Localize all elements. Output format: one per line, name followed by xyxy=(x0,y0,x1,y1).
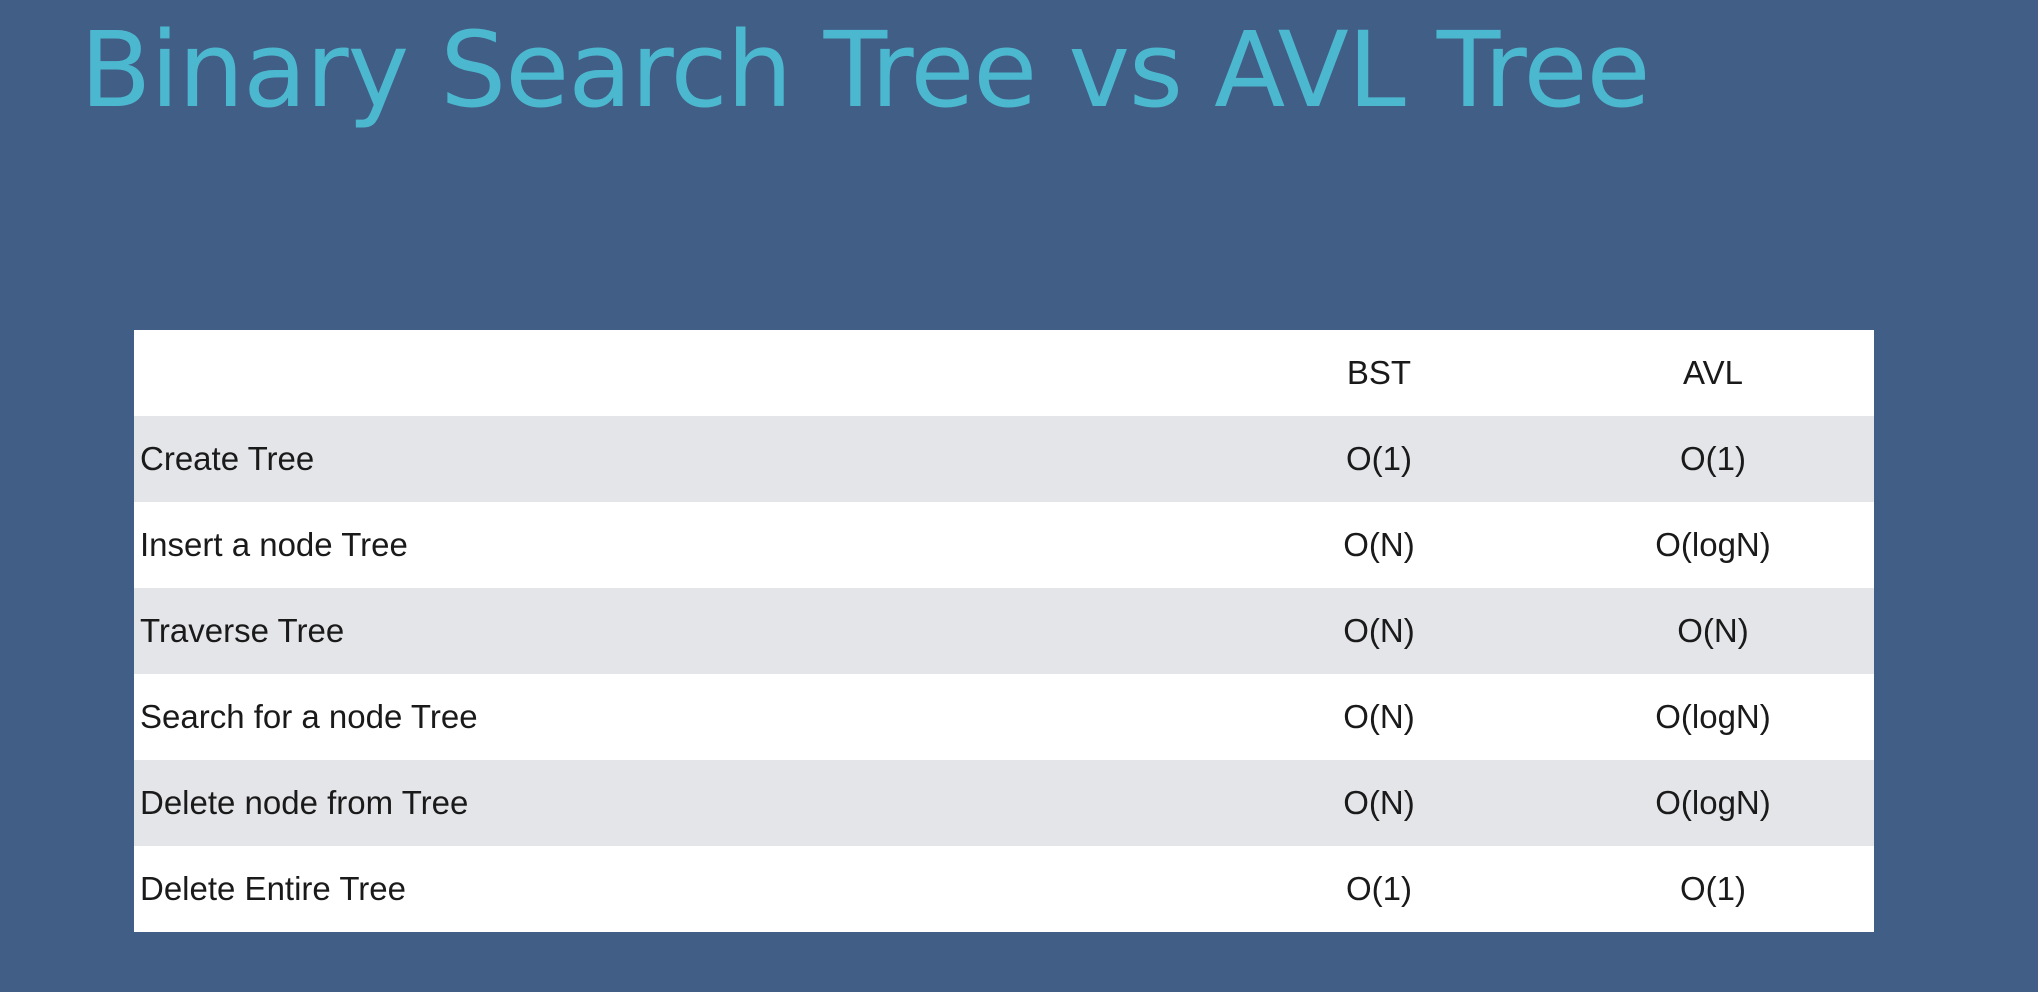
header-bst: BST xyxy=(1006,330,1552,416)
bst-value: O(N) xyxy=(1343,526,1415,563)
bst-cell: O(N) xyxy=(1006,760,1552,846)
header-bst-label: BST xyxy=(1346,354,1412,391)
bst-cell: O(1) xyxy=(1006,846,1552,932)
complexity-table-grid: BST AVL Create Tree O(1) O(1) Insert a n… xyxy=(134,330,1874,932)
bst-cell: O(N) xyxy=(1006,588,1552,674)
avl-cell: O(1) xyxy=(1552,416,1874,502)
avl-cell: O(logN) xyxy=(1552,760,1874,846)
avl-cell: O(logN) xyxy=(1552,674,1874,760)
avl-value: O(logN) xyxy=(1655,698,1771,735)
avl-value: O(1) xyxy=(1680,440,1746,477)
table-row: Create Tree O(1) O(1) xyxy=(134,416,1874,502)
avl-value: O(N) xyxy=(1677,612,1749,649)
avl-cell: O(1) xyxy=(1552,846,1874,932)
avl-value: O(logN) xyxy=(1655,784,1771,821)
avl-value: O(logN) xyxy=(1655,526,1771,563)
operation-cell: Delete Entire Tree xyxy=(134,846,1006,932)
bst-value: O(N) xyxy=(1343,612,1415,649)
table-header-row: BST AVL xyxy=(134,330,1874,416)
bst-value: O(1) xyxy=(1346,870,1412,907)
avl-cell: O(N) xyxy=(1552,588,1874,674)
slide-title: Binary Search Tree vs AVL Tree xyxy=(80,9,1650,131)
table-row: Delete node from Tree O(N) O(logN) xyxy=(134,760,1874,846)
bst-value: O(N) xyxy=(1343,698,1415,735)
table-row: Delete Entire Tree O(1) O(1) xyxy=(134,846,1874,932)
avl-cell: O(logN) xyxy=(1552,502,1874,588)
bst-cell: O(N) xyxy=(1006,674,1552,760)
table-row: Search for a node Tree O(N) O(logN) xyxy=(134,674,1874,760)
operation-cell: Create Tree xyxy=(134,416,1006,502)
header-avl-label: AVL xyxy=(1683,354,1743,391)
operation-cell: Delete node from Tree xyxy=(134,760,1006,846)
avl-value: O(1) xyxy=(1680,870,1746,907)
header-avl: AVL xyxy=(1552,330,1874,416)
bst-value: O(N) xyxy=(1343,784,1415,821)
table-row: Insert a node Tree O(N) O(logN) xyxy=(134,502,1874,588)
bst-value: O(1) xyxy=(1346,440,1412,477)
bst-cell: O(1) xyxy=(1006,416,1552,502)
table-row: Traverse Tree O(N) O(N) xyxy=(134,588,1874,674)
operation-cell: Search for a node Tree xyxy=(134,674,1006,760)
complexity-table: BST AVL Create Tree O(1) O(1) Insert a n… xyxy=(134,330,1874,932)
operation-cell: Traverse Tree xyxy=(134,588,1006,674)
bst-cell: O(N) xyxy=(1006,502,1552,588)
header-operation xyxy=(134,330,1006,416)
operation-cell: Insert a node Tree xyxy=(134,502,1006,588)
